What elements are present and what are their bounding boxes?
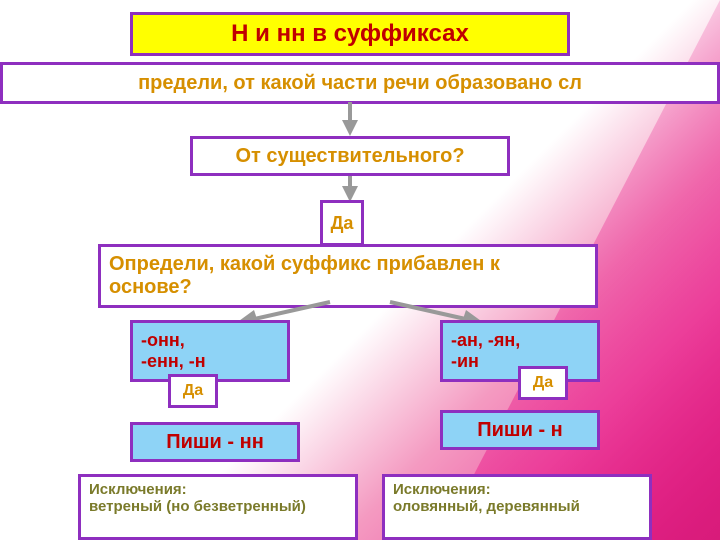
step1-box: предели, от какой части речи образовано …	[0, 62, 720, 104]
write-n-text: Пиши - н	[477, 419, 563, 442]
exception-left-box: Исключения: ветреный (но безветренный)	[78, 474, 358, 540]
step2-text: Определи, какой суффикс прибавлен к осно…	[109, 253, 587, 299]
exception-left-text: Исключения: ветреный (но безветренный)	[89, 481, 306, 515]
exception-right-box: Исключения: оловянный, деревянный	[382, 474, 652, 540]
da1-text: Да	[331, 213, 354, 234]
da-left-text: Да	[183, 382, 203, 400]
write-n-box: Пиши - н	[440, 410, 600, 450]
exception-right-text: Исключения: оловянный, деревянный	[393, 481, 580, 515]
write-nn-box: Пиши - нн	[130, 422, 300, 462]
step1-text: предели, от какой части речи образовано …	[138, 72, 582, 95]
arrow-1	[336, 102, 364, 138]
da1-box: Да	[320, 200, 364, 246]
right-suffix-text: -ан, -ян, -ин	[451, 330, 520, 372]
title-box: Н и нн в суффиксах	[130, 12, 570, 56]
noun-question-box: От существительного?	[190, 136, 510, 176]
noun-question-text: От существительного?	[235, 145, 464, 168]
left-suffix-box: -онн, -енн, -н	[130, 320, 290, 382]
step2-box: Определи, какой суффикс прибавлен к осно…	[98, 244, 598, 308]
write-nn-text: Пиши - нн	[166, 431, 264, 454]
left-suffix-text: -онн, -енн, -н	[141, 330, 206, 372]
da-right-text: Да	[533, 374, 553, 392]
da-left-box: Да	[168, 374, 218, 408]
da-right-box: Да	[518, 366, 568, 400]
title-text: Н и нн в суффиксах	[231, 20, 469, 48]
